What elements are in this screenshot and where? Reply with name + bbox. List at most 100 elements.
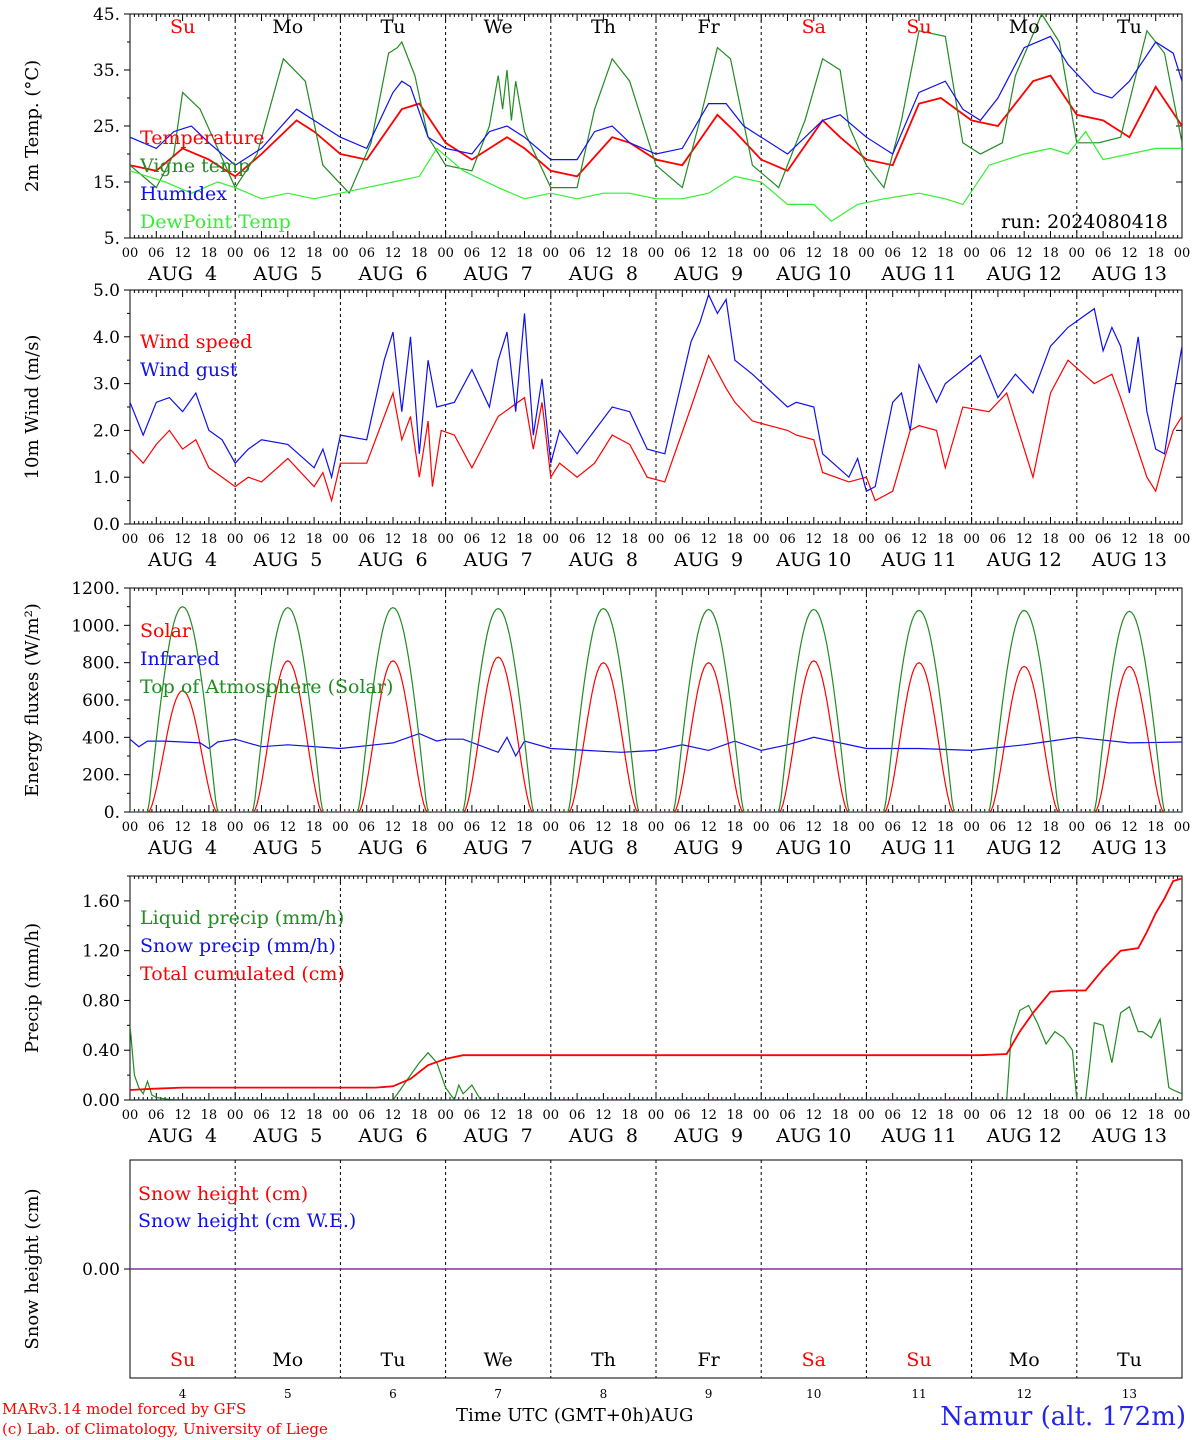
hour-label: 00 xyxy=(858,820,875,835)
weekday-label-bottom: Su xyxy=(906,1349,931,1371)
hour-label: 12 xyxy=(280,1108,297,1123)
date-label: AUG 10 xyxy=(775,549,851,571)
y-axis-title: Snow height (cm) xyxy=(22,1188,43,1349)
hour-label: 06 xyxy=(674,820,691,835)
hour-label: 00 xyxy=(437,246,454,261)
y-tick-label: 1.60 xyxy=(82,892,120,912)
hour-label: 00 xyxy=(858,532,875,547)
model-credit: MARv3.14 model forced by GFS xyxy=(2,1400,247,1418)
hour-label: 18 xyxy=(201,1108,218,1123)
hour-label: 18 xyxy=(727,246,744,261)
date-label: AUG 11 xyxy=(880,549,956,571)
date-label: AUG 10 xyxy=(775,837,851,859)
hour-label: 00 xyxy=(1069,820,1086,835)
hour-label: 00 xyxy=(332,820,349,835)
hour-label: 06 xyxy=(464,820,481,835)
weekday-label-bottom: Th xyxy=(591,1349,616,1371)
hour-label: 00 xyxy=(1069,1108,1086,1123)
legend-temperature: Temperature xyxy=(140,127,264,149)
hour-label: 06 xyxy=(464,532,481,547)
day-number-label: 6 xyxy=(389,1387,397,1401)
weekday-label-bottom: Fr xyxy=(697,1349,720,1371)
y-tick-label: 25. xyxy=(93,117,120,137)
weekday-label-top: Mo xyxy=(1009,16,1040,38)
hour-label: 06 xyxy=(569,532,586,547)
weekday-label-top: Tu xyxy=(381,16,406,38)
legend-infrared: Infrared xyxy=(140,648,220,670)
hour-label: 00 xyxy=(1069,246,1086,261)
date-label: AUG 8 xyxy=(568,549,638,571)
hour-label: 00 xyxy=(648,246,665,261)
date-label: AUG 4 xyxy=(147,1125,217,1147)
plot-area-precip xyxy=(130,877,1182,1100)
hour-label: 06 xyxy=(990,1108,1007,1123)
hour-label: 12 xyxy=(490,820,507,835)
hour-label: 12 xyxy=(700,246,717,261)
hour-label: 12 xyxy=(806,532,823,547)
y-tick-label: 15. xyxy=(93,173,120,193)
hour-label: 00 xyxy=(963,532,980,547)
hour-label: 18 xyxy=(832,1108,849,1123)
hour-label: 00 xyxy=(227,246,244,261)
hour-label: 12 xyxy=(595,246,612,261)
hour-label: 00 xyxy=(227,1108,244,1123)
hour-label: 06 xyxy=(779,820,796,835)
date-label: AUG 12 xyxy=(986,837,1062,859)
hour-label: 18 xyxy=(1042,246,1059,261)
date-label: AUG 12 xyxy=(986,263,1062,285)
date-label: AUG 6 xyxy=(357,1125,427,1147)
legend-humidex: Humidex xyxy=(140,183,227,205)
y-tick-label: 0.00 xyxy=(82,1091,120,1111)
hour-label: 06 xyxy=(148,532,165,547)
y-tick-label: 1000. xyxy=(71,616,120,636)
hour-label: 18 xyxy=(201,532,218,547)
hour-label: 12 xyxy=(174,1108,191,1123)
series-humidex xyxy=(130,35,1182,166)
hour-label: 18 xyxy=(516,246,533,261)
date-label: AUG 11 xyxy=(880,837,956,859)
hour-label: 00 xyxy=(963,1108,980,1123)
day-number-label: 10 xyxy=(806,1387,821,1401)
date-label: AUG 5 xyxy=(252,1125,322,1147)
hour-label: 12 xyxy=(911,532,928,547)
date-label: AUG 13 xyxy=(1091,1125,1167,1147)
lab-credit: (c) Lab. of Climatology, University of L… xyxy=(2,1420,328,1438)
hour-label: 06 xyxy=(569,246,586,261)
hour-label: 12 xyxy=(174,532,191,547)
date-label: AUG 6 xyxy=(357,549,427,571)
hour-label: 06 xyxy=(1095,532,1112,547)
hour-label: 06 xyxy=(1095,246,1112,261)
hour-label: 18 xyxy=(1147,246,1164,261)
y-axis-title: 2m Temp. (°C) xyxy=(22,60,43,192)
hour-label: 00 xyxy=(543,532,560,547)
hour-label: 00 xyxy=(1174,820,1191,835)
series-infrared xyxy=(130,732,1182,758)
y-tick-label: 1200. xyxy=(71,579,120,599)
hour-label: 00 xyxy=(122,532,139,547)
hour-label: 12 xyxy=(1121,532,1138,547)
y-tick-label: 3.0 xyxy=(93,375,120,395)
hour-label: 18 xyxy=(832,532,849,547)
legend-snow-height-cm-w-e: Snow height (cm W.E.) xyxy=(138,1210,356,1232)
hour-label: 06 xyxy=(779,532,796,547)
series-dewpoint-temp xyxy=(130,130,1182,222)
y-tick-label: 400. xyxy=(82,728,120,748)
day-number-label: 9 xyxy=(705,1387,713,1401)
legend-wind-gust: Wind gust xyxy=(140,359,238,381)
weekday-label-top: Mo xyxy=(272,16,303,38)
hour-label: 12 xyxy=(1016,246,1033,261)
date-label: AUG 9 xyxy=(673,1125,743,1147)
hour-label: 06 xyxy=(358,246,375,261)
panel-frame xyxy=(129,587,1183,813)
hour-label: 00 xyxy=(753,820,770,835)
hour-label: 18 xyxy=(1042,1108,1059,1123)
legend-vigne-temp: Vigne temp xyxy=(139,155,250,177)
hour-label: 06 xyxy=(779,246,796,261)
y-tick-label: 5.0 xyxy=(93,281,120,301)
y-tick-label: 0.0 xyxy=(93,515,120,535)
hour-label: 06 xyxy=(1095,820,1112,835)
hour-label: 00 xyxy=(858,246,875,261)
weekday-label-top: Sa xyxy=(802,16,826,38)
hour-label: 12 xyxy=(700,820,717,835)
